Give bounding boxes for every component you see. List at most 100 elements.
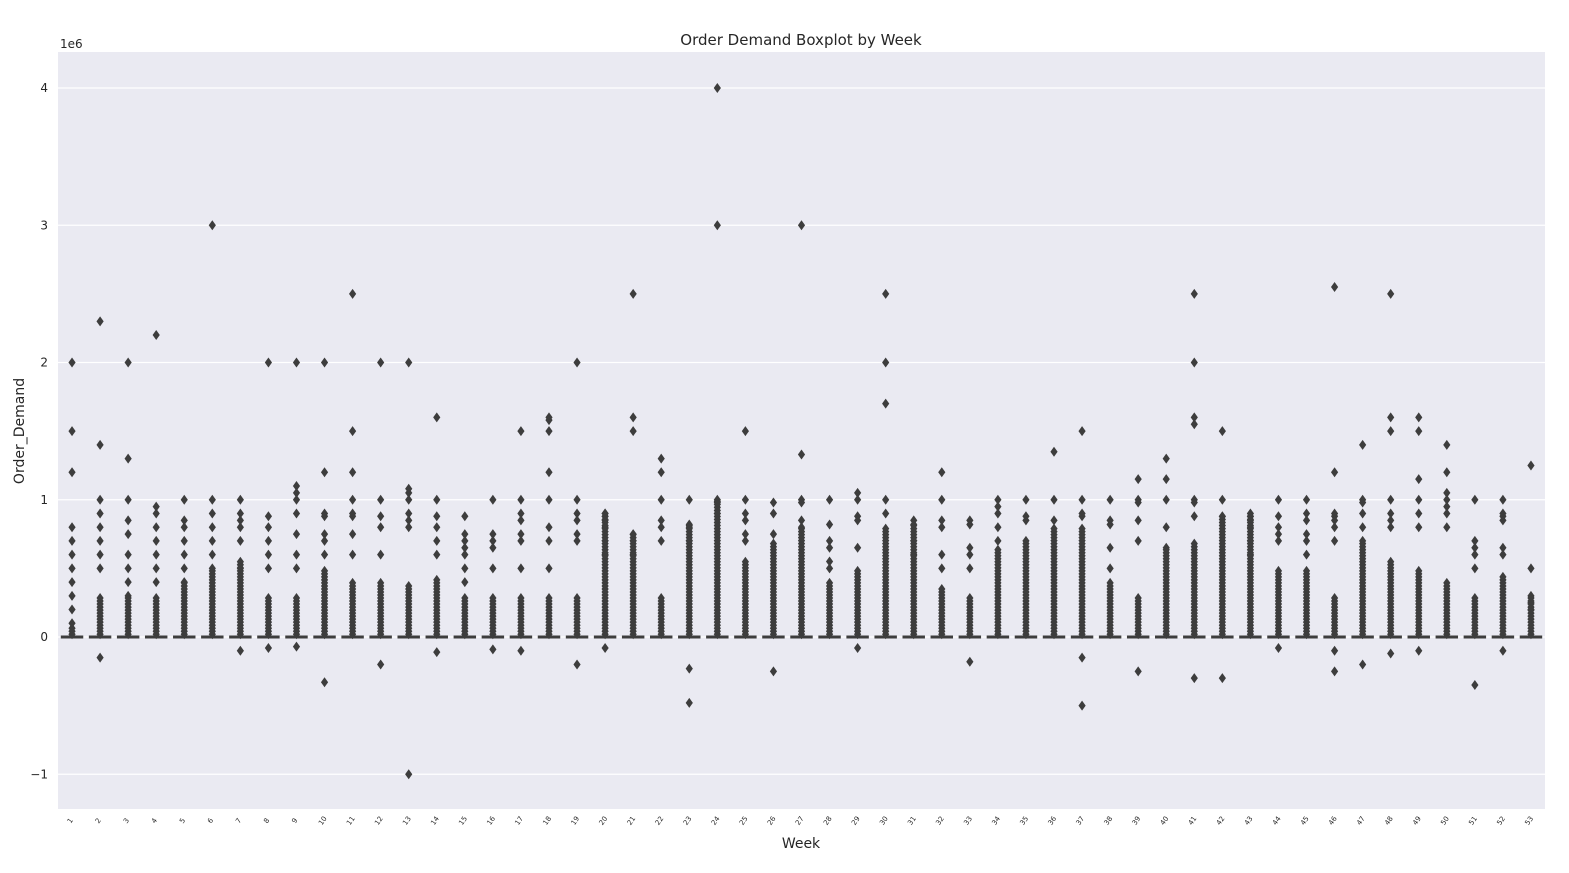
outlier-point (1274, 522, 1283, 533)
box-median (88, 635, 112, 639)
x-tick-label: 45 (1299, 815, 1311, 827)
outlier-point (1387, 522, 1395, 533)
box-median (1491, 635, 1515, 639)
x-axis-label: Week (782, 836, 821, 852)
outlier-point (236, 535, 244, 546)
outlier-point (825, 519, 834, 530)
outlier-point (96, 508, 104, 519)
outlier-point (348, 577, 357, 588)
outlier-point (1415, 494, 1423, 505)
box-median (1211, 635, 1234, 639)
box-week-36 (1042, 446, 1066, 640)
box-median (1323, 635, 1346, 639)
outlier-point (854, 487, 862, 498)
outlier-point (629, 529, 637, 540)
outlier-point (236, 556, 244, 567)
outlier-point (180, 522, 188, 533)
outlier-point (1330, 593, 1339, 604)
outlier-point (461, 577, 469, 588)
box-week-24 (706, 83, 729, 640)
outlier-point (208, 535, 216, 546)
outlier-point (320, 549, 329, 560)
outlier-point (1443, 494, 1451, 505)
outlier-point (433, 549, 441, 560)
outlier-point (208, 563, 216, 574)
outlier-point (741, 494, 749, 505)
outlier-point (657, 453, 665, 464)
outlier-point (236, 508, 244, 519)
outlier-point (264, 357, 273, 368)
outlier-point (489, 529, 497, 540)
box-median (846, 635, 869, 639)
outlier-point (601, 535, 609, 546)
outlier-point (1106, 563, 1114, 574)
outlier-point (96, 439, 104, 450)
x-tick-label: 13 (401, 815, 413, 827)
outlier-point (1190, 497, 1198, 508)
outlier-point (882, 523, 890, 534)
outlier-point (1050, 446, 1058, 457)
box-week-19 (565, 357, 589, 670)
box-week-11 (341, 288, 364, 640)
x-tick-label: 40 (1159, 815, 1171, 827)
outlier-point (882, 508, 890, 519)
outlier-point (489, 593, 497, 604)
box-week-53 (1519, 460, 1543, 640)
outlier-point (1359, 439, 1367, 450)
outlier-point (1330, 666, 1339, 677)
outlier-point (769, 508, 778, 519)
box-median (874, 635, 897, 639)
outlier-point (124, 577, 132, 588)
outlier-point (1499, 515, 1507, 526)
outlier-point (1471, 542, 1479, 553)
outlier-point (152, 535, 160, 546)
outlier-point (1471, 549, 1479, 560)
outlier-point (489, 542, 497, 553)
outlier-point (1050, 494, 1058, 505)
box-median (1379, 635, 1402, 639)
outlier-point (1499, 571, 1507, 582)
box-median (958, 635, 982, 639)
x-tick-label: 17 (513, 815, 525, 827)
box-median (902, 635, 925, 639)
outlier-point (938, 467, 946, 478)
box-week-41 (1183, 288, 1206, 684)
x-tick-label: 43 (1243, 815, 1255, 827)
outlier-point (405, 357, 413, 368)
outlier-point (854, 642, 862, 653)
box-median (425, 635, 448, 639)
plot-area (58, 52, 1545, 809)
outlier-point (966, 656, 974, 667)
outlier-point (1134, 666, 1142, 677)
x-tick-label: 9 (290, 817, 299, 825)
outlier-point (1106, 494, 1114, 505)
x-tick-label: 44 (1271, 814, 1283, 826)
outlier-point (825, 494, 834, 505)
y-tick-label: 3 (40, 218, 48, 232)
outlier-point (180, 535, 188, 546)
box-median (285, 635, 308, 639)
outlier-point (545, 535, 553, 546)
outlier-point (882, 494, 890, 505)
box-week-27 (790, 220, 813, 640)
outlier-point (124, 515, 132, 526)
outlier-point (1499, 549, 1507, 560)
outlier-point (68, 577, 76, 588)
outlier-point (124, 494, 132, 505)
x-tick-label: 46 (1327, 814, 1339, 826)
outlier-point (1302, 549, 1311, 560)
box-week-10 (313, 357, 336, 688)
outlier-point (601, 522, 609, 533)
outlier-point (320, 467, 329, 478)
box-week-42 (1211, 426, 1234, 684)
box-median (1014, 635, 1038, 639)
outlier-point (1078, 511, 1086, 522)
box-week-34 (986, 494, 1010, 640)
outlier-point (1471, 680, 1479, 691)
outlier-point (797, 220, 806, 231)
x-tick-label: 33 (962, 815, 974, 827)
x-tick-label: 8 (262, 817, 271, 825)
outlier-point (882, 398, 890, 409)
outlier-point (545, 467, 553, 478)
outlier-point (292, 508, 301, 519)
